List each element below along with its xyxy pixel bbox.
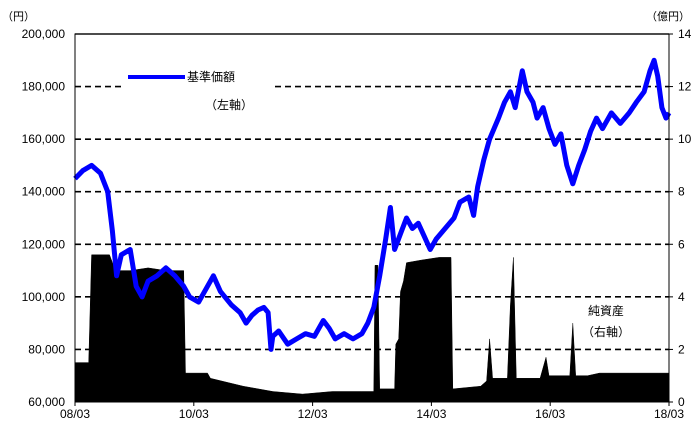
annotation-background <box>583 300 649 344</box>
plot-frame <box>74 33 670 403</box>
net-assets-annotation: 純資産 （右軸） <box>582 300 649 344</box>
nav-series <box>73 57 672 352</box>
x-tick-label: 12/03 <box>298 407 328 421</box>
net-assets-area <box>74 254 670 403</box>
right-tick-label: 0 <box>678 395 685 409</box>
left-axis-ticks: 60,000 80,000 100,000 120,000 140,000 160,000… <box>22 27 66 409</box>
right-axis-ticks: 0 2 4 6 8 10 12 14 <box>669 27 692 409</box>
annotation-note: （右軸） <box>582 324 630 339</box>
left-tick-label: 60,000 <box>28 395 65 409</box>
right-tick-label: 4 <box>678 290 685 304</box>
right-tick-label: 10 <box>678 132 692 146</box>
right-tick-label: 8 <box>678 185 685 199</box>
net-assets-series <box>74 254 670 403</box>
left-tick-label: 80,000 <box>28 342 65 356</box>
left-tick-label: 140,000 <box>22 185 66 199</box>
right-tick-label: 12 <box>678 80 692 94</box>
x-tick-label: 18/03 <box>654 407 684 421</box>
left-tick-label: 160,000 <box>22 132 66 146</box>
x-axis-ticks: 08/03 10/03 12/03 14/03 16/03 18/03 <box>60 402 684 421</box>
legend-series-label: 基準価額 <box>187 69 235 84</box>
left-tick-label: 100,000 <box>22 290 66 304</box>
right-tick-label: 14 <box>678 27 692 41</box>
x-tick-label: 10/03 <box>179 407 209 421</box>
x-tick-label: 14/03 <box>416 407 446 421</box>
nav-line <box>73 57 672 352</box>
left-tick-label: 120,000 <box>22 237 66 251</box>
legend: 基準価額 （左軸） <box>122 69 272 118</box>
right-tick-label: 2 <box>678 342 685 356</box>
x-tick-label: 08/03 <box>60 407 90 421</box>
legend-series-note: （左軸） <box>205 97 253 112</box>
left-tick-label: 180,000 <box>22 80 66 94</box>
x-tick-label: 16/03 <box>535 407 565 421</box>
annotation-label: 純資産 <box>588 303 624 318</box>
left-tick-label: 200,000 <box>22 27 66 41</box>
left-axis-unit: （円） <box>2 10 35 23</box>
right-axis-unit: （億円） <box>646 10 690 23</box>
right-tick-label: 6 <box>678 237 685 251</box>
